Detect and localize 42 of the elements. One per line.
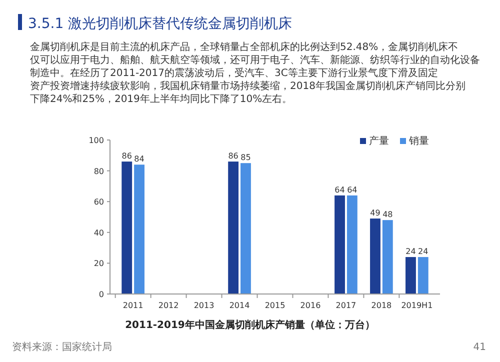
x-tick-label: 2018 [371,301,392,310]
bar [134,164,144,294]
legend-label: 产量 [369,135,389,147]
chart-subtitle: 金属切削机床是目前主流的机床产品，全球销量占全部机床的比例达到52.48%，金属切削机床不仅可以应用于电力、船舶、航天航空等领域，还可用于电子、汽车、新能源、纺织等行业的自动化设备制造中。在经历了2011-2017的震荡波动后，受汽车、3C等主要下游行业景气度下滑及固定资产投资增速持续疲软影响，我国机床销量市场持续萎缩，2018年我国金属切削机床产销同比分别下降24%和25%，2019年上半年均同比下降了10%左右。 [30,41,480,105]
data-label: 86 [122,152,132,161]
bar [418,257,428,294]
data-label: 64 [334,185,345,194]
data-label: 86 [228,152,238,161]
data-label: 64 [347,185,358,194]
y-tick-label: 20 [94,259,104,268]
y-tick-label: 40 [94,228,104,238]
text: 41 [473,342,486,353]
x-tick-label: 2019H1 [401,301,433,310]
data-label: 24 [418,247,428,256]
y-tick-label: 80 [94,166,104,176]
data-label: 49 [370,208,380,218]
x-tick-label: 2013 [194,301,214,310]
bar [228,162,239,294]
y-tick-label: 100 [88,136,104,145]
x-tick-label: 2015 [264,301,286,310]
x-tick-label: 2016 [300,301,321,310]
bar [122,162,132,294]
bar [334,195,345,294]
legend-label: 销量 [408,136,429,147]
data-label: 24 [406,247,416,256]
bar [240,163,251,294]
x-tick-label: 2012 [158,301,179,310]
bar [346,195,358,294]
y-tick-label: 0 [98,290,104,299]
data-label: 85 [240,153,251,162]
y-tick-label: 60 [94,198,104,207]
x-tick-label: 2014 [229,301,250,310]
x-axis-title: 2011-2019年中国金属切削机床产销量（单位：万台） [125,319,375,331]
x-tick-label: 2011 [122,301,144,310]
text: 资料来源：国家统计局 [12,341,112,353]
x-tick-label: 2017 [336,301,356,310]
data-label: 48 [382,210,393,220]
bar [406,257,416,294]
chart-title: 3.5.1 激光切削机床替代传统金属切削机床 [28,16,292,32]
bar [382,220,393,294]
bar [370,218,380,294]
data-label: 84 [134,154,144,164]
